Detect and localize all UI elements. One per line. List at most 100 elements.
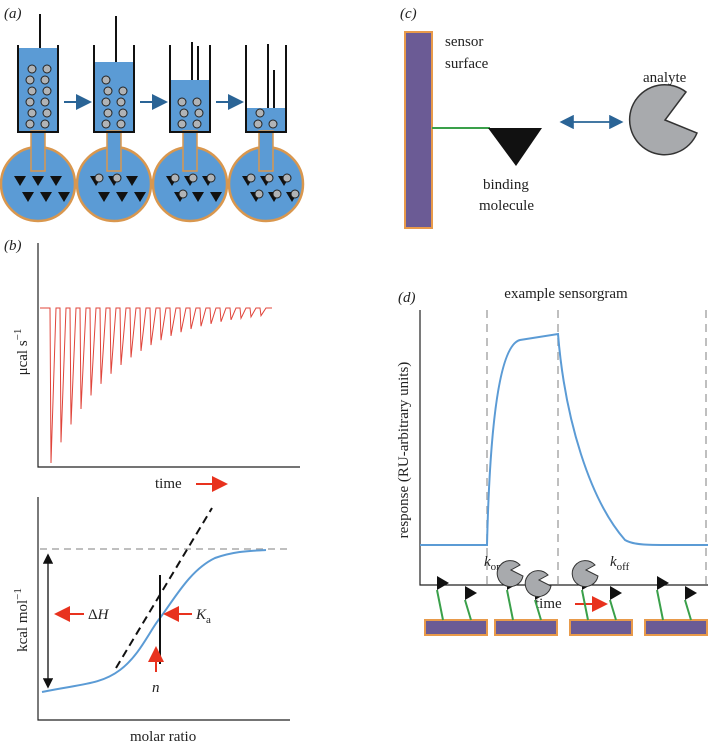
analyte	[571, 560, 599, 588]
needle	[258, 130, 274, 172]
binding-molecule	[488, 128, 542, 166]
liquid	[95, 62, 133, 132]
panel-label: (a)	[4, 6, 22, 22]
sensor-surface	[404, 31, 433, 229]
target	[14, 176, 26, 186]
ligand	[101, 75, 111, 85]
ligand	[101, 119, 111, 129]
chip	[424, 619, 488, 636]
target	[50, 176, 62, 186]
liquid	[247, 108, 285, 132]
n-label: n	[152, 680, 160, 696]
target	[116, 192, 128, 202]
chip	[569, 619, 633, 636]
y-axis-label: μcal s−1	[12, 329, 31, 376]
barrel	[17, 45, 59, 133]
analyte	[496, 560, 524, 588]
ligand	[42, 86, 52, 96]
bound-ligand	[290, 189, 300, 199]
linker	[609, 599, 617, 621]
linker	[436, 589, 444, 621]
bound-ligand	[170, 173, 180, 183]
ligand	[255, 108, 265, 118]
linker	[684, 599, 692, 621]
ligand	[179, 108, 189, 118]
bound-ligand	[264, 173, 274, 183]
ligand	[116, 119, 126, 129]
kon-label: kon	[484, 554, 502, 573]
label: sensor	[445, 34, 483, 50]
ligand	[40, 97, 50, 107]
chip	[644, 619, 708, 636]
ligand	[42, 108, 52, 118]
ligand	[194, 108, 204, 118]
delta-h-label: ΔH	[88, 607, 110, 623]
ligand	[101, 97, 111, 107]
phase-lines	[486, 310, 707, 585]
ligand	[177, 119, 187, 129]
bound-ligand	[112, 173, 122, 183]
bound-ligand	[178, 189, 188, 199]
flag	[685, 586, 697, 600]
chip	[494, 619, 558, 636]
target	[134, 192, 146, 202]
bound-ligand	[188, 173, 198, 183]
liquid	[171, 80, 209, 132]
ligand	[118, 108, 128, 118]
panel-label: (c)	[400, 6, 417, 22]
linker	[534, 599, 542, 621]
panel-label: (d)	[398, 290, 416, 306]
flag	[657, 576, 669, 590]
linker	[464, 599, 472, 621]
ligand	[27, 108, 37, 118]
sensor-chips	[424, 560, 708, 636]
linker	[581, 589, 589, 621]
ligand	[25, 119, 35, 129]
ligand	[253, 119, 263, 129]
bound-ligand	[94, 173, 104, 183]
ligand	[192, 119, 202, 129]
barrel	[169, 45, 211, 133]
x-axis-label: molar ratio	[130, 729, 196, 745]
analyte	[628, 83, 698, 156]
y-axis-label: response (RU-arbitrary units)	[396, 362, 412, 539]
label: molecule	[479, 198, 534, 214]
target	[22, 192, 34, 202]
syringes	[0, 14, 305, 223]
ligand	[177, 97, 187, 107]
bound-ligand	[282, 173, 292, 183]
needle	[106, 130, 122, 172]
axes	[37, 243, 300, 468]
bound-ligand	[206, 173, 216, 183]
ligand	[27, 86, 37, 96]
needle	[30, 130, 46, 172]
needle	[182, 130, 198, 172]
flag	[465, 586, 477, 600]
flag	[437, 576, 449, 590]
target	[40, 192, 52, 202]
linker	[506, 589, 514, 621]
tangent	[115, 507, 213, 669]
ligand	[192, 97, 202, 107]
ka-label: Ka	[195, 607, 211, 626]
x-axis-label: time	[535, 596, 562, 612]
koff-label: koff	[610, 554, 630, 573]
bound-ligand	[246, 173, 256, 183]
ligand	[116, 97, 126, 107]
sensorgram	[420, 332, 709, 547]
label: analyte	[643, 70, 687, 86]
ligand	[42, 64, 52, 74]
analyte	[524, 570, 552, 598]
label: binding	[483, 177, 529, 193]
thermogram	[40, 307, 272, 464]
binding-isotherm	[41, 549, 267, 693]
chart-title: example sensorgram	[504, 286, 628, 302]
barrel	[245, 45, 287, 133]
ligand	[103, 108, 113, 118]
bound-ligand	[272, 189, 282, 199]
axes	[37, 497, 290, 721]
flag	[610, 586, 622, 600]
ligand	[118, 86, 128, 96]
barrel	[93, 45, 135, 133]
